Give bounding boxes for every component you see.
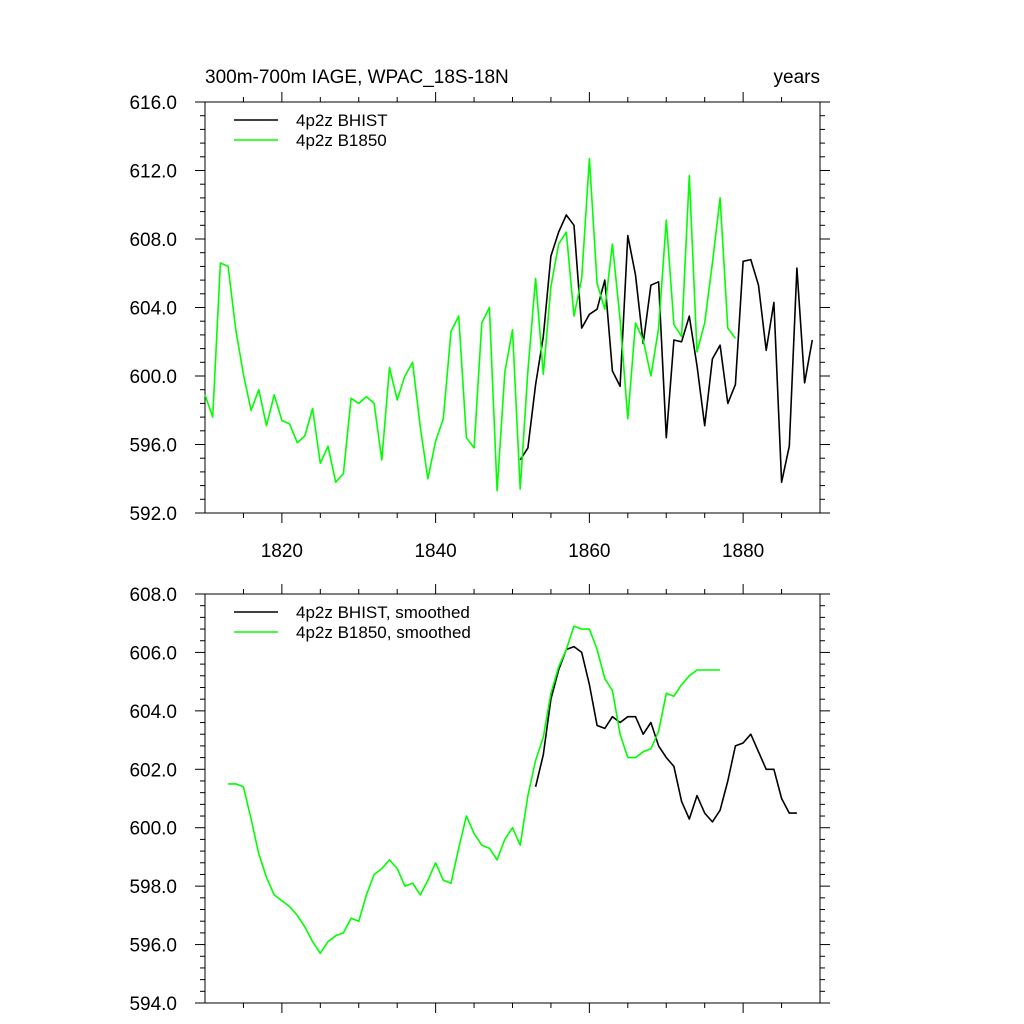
series-line-1 (228, 625, 721, 955)
top-panel: 1820 1840 1860 1880 592.0 596.0 600.0 604.0 608.… (129, 92, 830, 562)
bottom-panel: 594.0 596.0 598.0 600.0 602.0 604.0 606.0 608.0… (129, 584, 830, 1015)
y-tick-label: 596.0 (129, 936, 177, 957)
x-tick-label: 1820 (261, 541, 303, 562)
legend-label: 4p2z B1850, smoothed (296, 623, 471, 642)
y-tick-label: 604.0 (129, 299, 177, 320)
legend-label: 4p2z B1850 (296, 131, 387, 150)
plot-frame (204, 593, 821, 1004)
y-tick-label: 612.0 (129, 162, 177, 183)
y-tick-label: 600.0 (129, 819, 177, 840)
figure-title: 300m-700m IAGE, WPAC_18S-18N (205, 67, 509, 88)
plot-frame (204, 101, 821, 514)
series-line-0 (534, 645, 797, 823)
y-tick-label: 592.0 (129, 504, 177, 525)
y-tick-label: 596.0 (129, 436, 177, 457)
x-tick-label: 1880 (722, 541, 764, 562)
series-line-0 (519, 214, 814, 484)
y-tick-label: 608.0 (129, 230, 177, 251)
y-tick-label: 608.0 (129, 585, 177, 606)
units-label: years (774, 67, 820, 88)
y-tick-label: 598.0 (129, 877, 177, 898)
series-line-1 (204, 157, 737, 492)
y-tick-label: 616.0 (129, 93, 177, 114)
y-tick-label: 606.0 (129, 643, 177, 664)
y-tick-label: 600.0 (129, 367, 177, 388)
legend-label: 4p2z BHIST (296, 111, 388, 130)
y-tick-label: 602.0 (129, 760, 177, 781)
y-tick-label: 604.0 (129, 702, 177, 723)
y-tick-label: 594.0 (129, 994, 177, 1015)
legend-label: 4p2z BHIST, smoothed (296, 603, 470, 622)
x-tick-label: 1840 (414, 541, 456, 562)
x-tick-label: 1860 (568, 541, 610, 562)
